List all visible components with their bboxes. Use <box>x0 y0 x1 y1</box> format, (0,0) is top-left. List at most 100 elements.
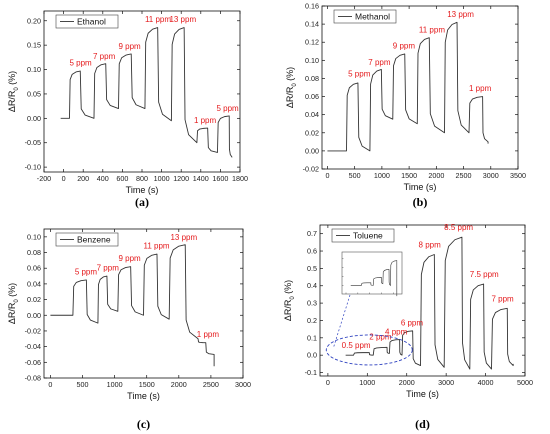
y-tick-label: -0.02 <box>25 326 41 335</box>
concentration-label: 9 ppm <box>393 42 416 51</box>
plot-frame <box>43 10 241 173</box>
concentration-label: 1 ppm <box>469 84 492 93</box>
x-tick-label: 2500 <box>456 171 472 180</box>
inset-trace <box>350 260 398 297</box>
legend-box <box>331 228 395 243</box>
y-tick-label: 0.06 <box>305 92 319 101</box>
y-axis-label: ΔR/R0 (%) <box>285 67 298 108</box>
concentration-label: 7.5 ppm <box>470 270 499 279</box>
concentration-label: 5 ppm <box>348 70 371 79</box>
plot-frame <box>43 228 244 379</box>
panel-caption: (d) <box>415 417 430 431</box>
series-line-ethanol <box>60 27 233 158</box>
x-tick-label: 0 <box>325 171 329 180</box>
concentration-label: 0.5 ppm <box>342 341 371 350</box>
y-tick-label: 0.08 <box>27 248 41 257</box>
y-tick-label: 0.10 <box>27 232 41 241</box>
x-tick-label: 3000 <box>235 380 251 389</box>
y-axis-label: ΔR/R0 (%) <box>7 283 20 324</box>
concentration-label: 11 ppm <box>145 15 171 24</box>
x-tick-label: 3000 <box>438 378 454 387</box>
concentration-label: 11 ppm <box>144 242 170 251</box>
series-line-methanol <box>327 21 489 152</box>
concentration-label: 13 ppm <box>447 10 474 19</box>
y-tick-label: 0.00 <box>305 146 319 155</box>
concentration-label: 2 ppm <box>369 333 392 342</box>
concentration-label: 7 ppm <box>93 52 116 61</box>
concentration-label: 1 ppm <box>194 116 217 125</box>
highlight-ellipse <box>325 334 413 366</box>
y-tick-label: 0.06 <box>27 264 41 273</box>
legend-box <box>55 232 119 247</box>
x-tick-label: 3500 <box>510 171 526 180</box>
concentration-label: 5 ppm <box>69 59 92 68</box>
y-tick-label: 0.00 <box>27 114 41 123</box>
x-tick-label: 2000 <box>171 380 187 389</box>
y-tick-label: 0.20 <box>27 16 41 25</box>
concentration-label: 6 ppm <box>401 319 424 328</box>
y-axis-label: ΔR/R0 (%) <box>283 280 296 321</box>
x-tick-label: 1000 <box>107 380 123 389</box>
x-tick-label: 2500 <box>203 380 219 389</box>
x-tick-label: 3000 <box>483 171 499 180</box>
concentration-label: 7 ppm <box>491 294 514 303</box>
x-tick-label: 1800 <box>232 174 248 183</box>
y-tick-label: -0.1 <box>305 368 317 377</box>
x-tick-label: -200 <box>37 174 51 183</box>
y-tick-label: 0.0 <box>307 351 317 360</box>
x-tick-label: 500 <box>77 380 89 389</box>
x-tick-label: 1000 <box>359 378 375 387</box>
y-tick-label: 0.4 <box>307 281 317 290</box>
chart-panel-d: 0 1000 2000 3000 4000 5000 -0.1 0.0 0.1 0.2 0.3 0.4… <box>283 223 533 431</box>
inset-leader-line <box>333 294 351 347</box>
x-axis-label: Time (s) <box>126 185 159 195</box>
x-tick-label: 400 <box>97 174 109 183</box>
legend-box <box>333 9 397 24</box>
series-line-benzene <box>50 244 215 367</box>
panel-caption: (a) <box>135 195 149 209</box>
concentration-label: 11 ppm <box>419 25 445 34</box>
y-tick-label: 0.14 <box>305 20 319 29</box>
y-tick-label: 0.04 <box>27 279 41 288</box>
chart-panel-a: -200 0 200 400 600 800 1000 1200 1400 1600 1800 -0.… <box>7 10 248 209</box>
y-tick-label: -0.06 <box>25 358 41 367</box>
x-tick-label: 1400 <box>193 174 209 183</box>
concentration-label: 13 ppm <box>170 233 197 242</box>
x-tick-label: 1500 <box>139 380 155 389</box>
y-tick-label: 0.5 <box>307 264 317 273</box>
concentration-label: 7 ppm <box>97 264 120 273</box>
y-axis-label: ΔR/R0 (%) <box>7 71 20 112</box>
y-tick-label: 0.10 <box>27 65 41 74</box>
legend-label: Ethanol <box>77 17 106 27</box>
y-tick-label: 0.2 <box>307 316 317 325</box>
y-tick-label: 0.02 <box>27 295 41 304</box>
y-tick-label: 0.15 <box>27 41 41 50</box>
x-tick-label: 1600 <box>212 174 228 183</box>
series-line-toluene <box>345 236 514 370</box>
inset-frame <box>341 251 403 295</box>
x-tick-label: 800 <box>136 174 148 183</box>
concentration-label: 7 ppm <box>368 58 391 67</box>
y-tick-label: 0.10 <box>305 56 319 65</box>
x-tick-label: 1500 <box>401 171 417 180</box>
x-tick-label: 4000 <box>478 378 494 387</box>
concentration-label: 5 ppm <box>216 104 239 113</box>
concentration-label: 9 ppm <box>118 42 141 51</box>
concentration-label: 5 ppm <box>75 267 98 276</box>
y-tick-label: 0.1 <box>307 333 317 342</box>
x-tick-label: 0 <box>62 174 66 183</box>
concentration-label: 13 ppm <box>169 15 196 24</box>
legend-label: Toluene <box>353 231 383 241</box>
y-tick-label: 0.12 <box>305 38 319 47</box>
y-tick-label: -0.02 <box>303 165 319 174</box>
legend-box <box>55 14 119 29</box>
y-tick-label: -0.08 <box>25 374 41 383</box>
concentration-label: 8.5 ppm <box>444 223 473 232</box>
y-tick-label: -0.05 <box>25 138 41 147</box>
y-tick-label: 0.00 <box>27 311 41 320</box>
concentration-label: 8 ppm <box>419 241 442 250</box>
y-tick-label: -0.04 <box>25 342 41 351</box>
y-tick-label: -0.10 <box>25 163 41 172</box>
panel-caption: (c) <box>137 417 150 431</box>
